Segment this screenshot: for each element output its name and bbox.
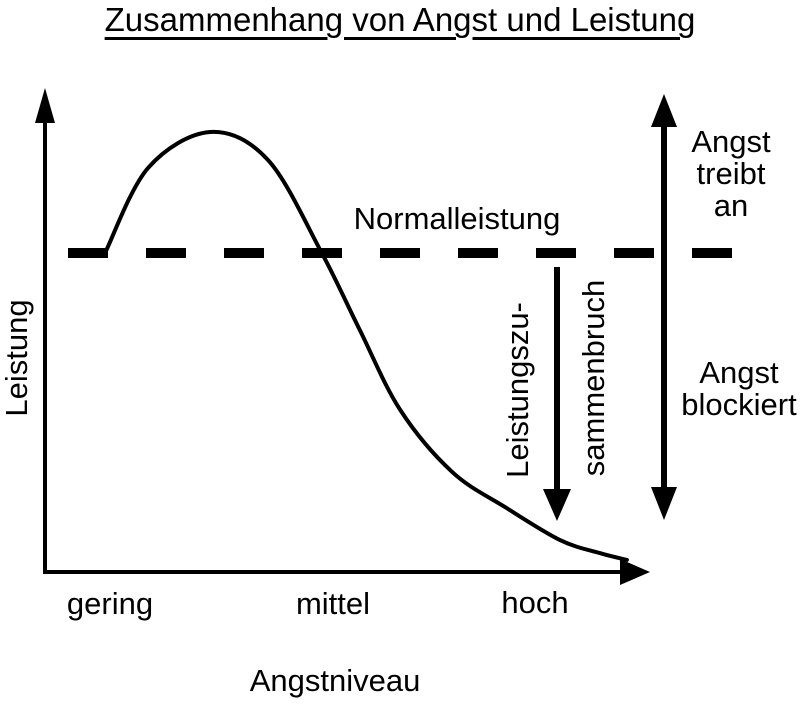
x-axis-label: Angstniveau <box>249 663 421 698</box>
x-axis-arrowhead-icon <box>620 559 650 585</box>
anxiety-blocks-line2: blockiert <box>681 387 797 422</box>
breakdown-label-part2: sammenbruch <box>576 279 611 477</box>
anxiety-drives-line2: treibt <box>696 156 766 191</box>
breakdown-arrowhead-icon <box>543 489 571 521</box>
anxiety-blocks-line1: Angst <box>699 355 779 390</box>
anxiety-blocks-label: Angst blockiert <box>639 357 800 421</box>
double-arrow-top-arrowhead-icon <box>651 94 677 127</box>
chart-title: Zusammenhang von Angst und Leistung <box>104 1 696 38</box>
x-tick-hoch: hoch <box>501 585 569 620</box>
normal-performance-label: Normalleistung <box>353 201 561 236</box>
anxiety-drives-label: Angst treibt an <box>631 126 800 222</box>
performance-curve <box>103 129 629 562</box>
y-axis-label: Leistung <box>0 299 34 417</box>
x-tick-gering: gering <box>66 586 154 621</box>
y-axis-arrowhead-icon <box>35 88 55 123</box>
anxiety-drives-line1: Angst <box>691 124 771 159</box>
double-arrow-bottom-arrowhead-icon <box>651 487 677 520</box>
anxiety-drives-line3: an <box>713 188 749 223</box>
x-tick-mittel: mittel <box>295 586 371 621</box>
breakdown-label-part1: Leistungszu- <box>500 302 535 478</box>
